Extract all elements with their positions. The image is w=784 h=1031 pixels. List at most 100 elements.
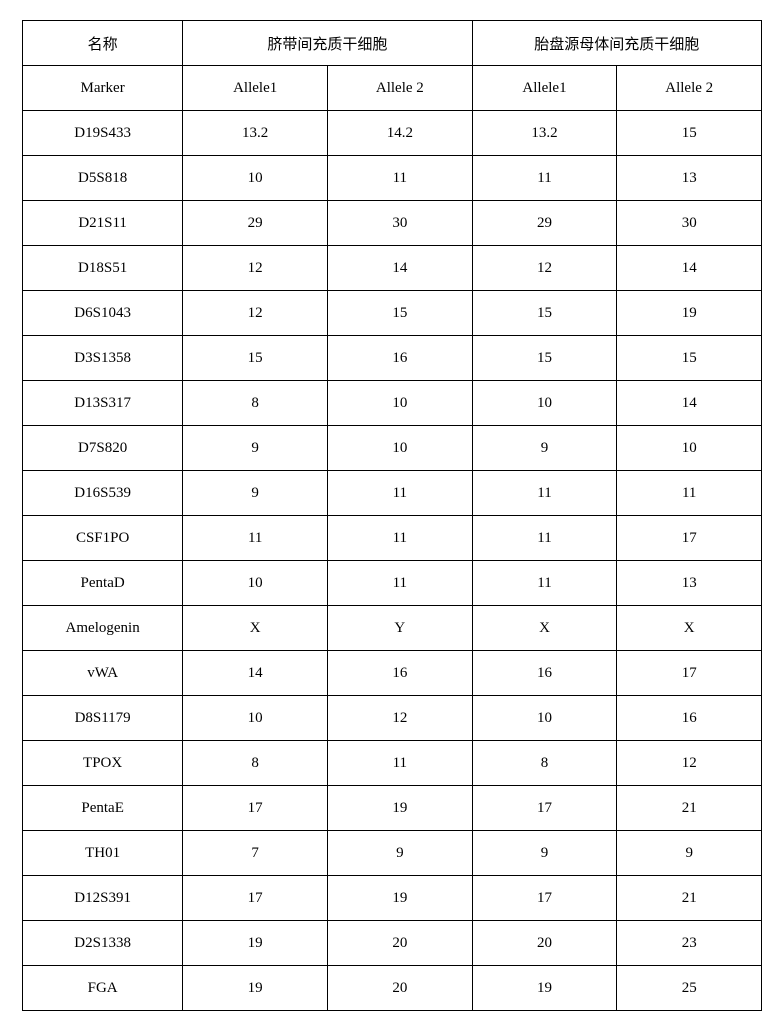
- cell-g2-allele2: 12: [617, 741, 762, 786]
- cell-marker: CSF1PO: [23, 516, 183, 561]
- header-row-2: Marker Allele1 Allele 2 Allele1 Allele 2: [23, 66, 762, 111]
- cell-g1-allele1: 13.2: [183, 111, 328, 156]
- cell-marker: TPOX: [23, 741, 183, 786]
- cell-g2-allele2: 15: [617, 111, 762, 156]
- table-body: D19S43313.214.213.215D5S81810111113D21S1…: [23, 111, 762, 1011]
- cell-g1-allele2: 20: [328, 921, 473, 966]
- cell-marker: D3S1358: [23, 336, 183, 381]
- table-row: TH017999: [23, 831, 762, 876]
- header-g1-allele2: Allele 2: [328, 66, 473, 111]
- table-row: D13S3178101014: [23, 381, 762, 426]
- cell-g2-allele2: 19: [617, 291, 762, 336]
- table-row: D2S133819202023: [23, 921, 762, 966]
- cell-g1-allele1: 9: [183, 471, 328, 516]
- cell-g2-allele2: 10: [617, 426, 762, 471]
- cell-g2-allele2: 15: [617, 336, 762, 381]
- cell-g2-allele1: 10: [472, 696, 617, 741]
- cell-g2-allele1: 19: [472, 966, 617, 1011]
- table-row: D12S39117191721: [23, 876, 762, 921]
- cell-g2-allele2: 9: [617, 831, 762, 876]
- cell-g2-allele2: 21: [617, 876, 762, 921]
- cell-g1-allele1: X: [183, 606, 328, 651]
- cell-g1-allele2: 11: [328, 156, 473, 201]
- cell-g2-allele1: 11: [472, 471, 617, 516]
- cell-marker: Amelogenin: [23, 606, 183, 651]
- cell-g2-allele2: 14: [617, 246, 762, 291]
- table-row: PentaD10111113: [23, 561, 762, 606]
- cell-g2-allele2: 13: [617, 156, 762, 201]
- cell-g2-allele2: 21: [617, 786, 762, 831]
- cell-g1-allele1: 19: [183, 966, 328, 1011]
- table-row: vWA14161617: [23, 651, 762, 696]
- cell-g2-allele2: 23: [617, 921, 762, 966]
- cell-marker: D13S317: [23, 381, 183, 426]
- table-row: FGA19201925: [23, 966, 762, 1011]
- cell-g1-allele2: 11: [328, 741, 473, 786]
- header-group2: 胎盘源母体间充质干细胞: [472, 21, 761, 66]
- cell-marker: FGA: [23, 966, 183, 1011]
- cell-g1-allele2: 9: [328, 831, 473, 876]
- cell-marker: D8S1179: [23, 696, 183, 741]
- cell-g1-allele2: 16: [328, 651, 473, 696]
- cell-g2-allele2: 30: [617, 201, 762, 246]
- table-row: CSF1PO11111117: [23, 516, 762, 561]
- cell-g2-allele1: 9: [472, 831, 617, 876]
- cell-g2-allele2: 13: [617, 561, 762, 606]
- cell-marker: D18S51: [23, 246, 183, 291]
- header-group1: 脐带间充质干细胞: [183, 21, 472, 66]
- cell-g2-allele1: 15: [472, 291, 617, 336]
- cell-g1-allele1: 14: [183, 651, 328, 696]
- cell-g2-allele1: 29: [472, 201, 617, 246]
- cell-g2-allele2: 25: [617, 966, 762, 1011]
- header-g2-allele1: Allele1: [472, 66, 617, 111]
- cell-marker: D2S1338: [23, 921, 183, 966]
- cell-g1-allele2: 16: [328, 336, 473, 381]
- cell-g1-allele2: 19: [328, 876, 473, 921]
- cell-g1-allele1: 19: [183, 921, 328, 966]
- cell-g1-allele2: 11: [328, 561, 473, 606]
- header-marker: Marker: [23, 66, 183, 111]
- cell-marker: D5S818: [23, 156, 183, 201]
- cell-g1-allele1: 12: [183, 246, 328, 291]
- table-row: D18S5112141214: [23, 246, 762, 291]
- cell-marker: D7S820: [23, 426, 183, 471]
- cell-marker: PentaE: [23, 786, 183, 831]
- cell-g1-allele2: 14: [328, 246, 473, 291]
- header-row-1: 名称 脐带间充质干细胞 胎盘源母体间充质干细胞: [23, 21, 762, 66]
- cell-marker: D6S1043: [23, 291, 183, 336]
- cell-g1-allele1: 17: [183, 786, 328, 831]
- cell-g1-allele2: 10: [328, 426, 473, 471]
- cell-g2-allele1: X: [472, 606, 617, 651]
- cell-g2-allele1: 20: [472, 921, 617, 966]
- cell-g2-allele2: 17: [617, 651, 762, 696]
- cell-marker: D16S539: [23, 471, 183, 516]
- cell-g2-allele1: 12: [472, 246, 617, 291]
- cell-marker: D21S11: [23, 201, 183, 246]
- cell-g2-allele1: 13.2: [472, 111, 617, 156]
- cell-g2-allele1: 11: [472, 156, 617, 201]
- cell-g1-allele2: 14.2: [328, 111, 473, 156]
- cell-g2-allele2: X: [617, 606, 762, 651]
- table-row: TPOX811812: [23, 741, 762, 786]
- table-row: D21S1129302930: [23, 201, 762, 246]
- str-allele-table: 名称 脐带间充质干细胞 胎盘源母体间充质干细胞 Marker Allele1 A…: [22, 20, 762, 1011]
- cell-marker: D19S433: [23, 111, 183, 156]
- cell-g1-allele2: 11: [328, 516, 473, 561]
- cell-g1-allele1: 9: [183, 426, 328, 471]
- cell-g1-allele2: 15: [328, 291, 473, 336]
- table-row: D16S5399111111: [23, 471, 762, 516]
- table-row: AmelogeninXYXX: [23, 606, 762, 651]
- table-row: D5S81810111113: [23, 156, 762, 201]
- cell-g1-allele1: 11: [183, 516, 328, 561]
- cell-g1-allele2: 12: [328, 696, 473, 741]
- cell-g1-allele2: 10: [328, 381, 473, 426]
- cell-g2-allele1: 16: [472, 651, 617, 696]
- cell-g1-allele1: 12: [183, 291, 328, 336]
- cell-g2-allele1: 10: [472, 381, 617, 426]
- cell-g2-allele2: 14: [617, 381, 762, 426]
- cell-g2-allele2: 17: [617, 516, 762, 561]
- cell-g1-allele2: 11: [328, 471, 473, 516]
- cell-g1-allele2: 20: [328, 966, 473, 1011]
- table-row: D8S117910121016: [23, 696, 762, 741]
- cell-g1-allele1: 10: [183, 156, 328, 201]
